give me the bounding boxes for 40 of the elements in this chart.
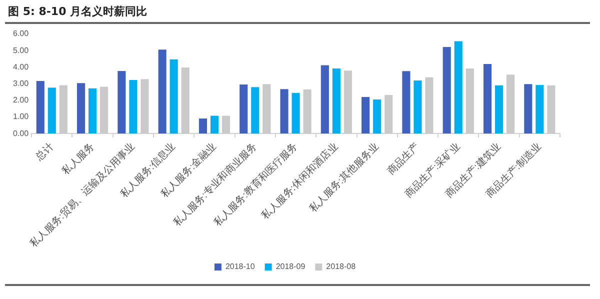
bar — [483, 64, 492, 134]
y-tick-label: 2.00 — [12, 96, 30, 105]
bar — [536, 84, 544, 134]
bar — [494, 85, 504, 134]
bar — [240, 84, 248, 134]
bar — [414, 80, 422, 134]
legend-label: 2018-10 — [225, 262, 256, 272]
y-tick-label: 1.00 — [12, 112, 30, 122]
bar — [251, 87, 260, 134]
x-tick-label: 私人服务 — [60, 140, 97, 178]
bar — [36, 80, 44, 134]
y-tick-label: 3.00 — [12, 78, 30, 88]
legend-label: 2018-09 — [276, 262, 306, 272]
bar — [129, 80, 138, 134]
y-tick-label: 0.00 — [12, 128, 30, 138]
legend-label: 2018-08 — [326, 262, 356, 272]
bar — [442, 46, 451, 134]
bar — [524, 84, 532, 134]
bar — [332, 68, 340, 134]
bar — [362, 97, 370, 134]
bar — [170, 59, 178, 134]
x-tick-label: 商品生产 — [385, 140, 422, 178]
bar — [280, 89, 288, 134]
bar — [210, 116, 219, 134]
y-tick-label: 6.00 — [12, 29, 30, 38]
y-tick-label: 4.00 — [12, 62, 30, 72]
bar — [198, 118, 207, 134]
y-tick-label: 5.00 — [12, 46, 30, 55]
bar — [292, 92, 300, 134]
bar — [320, 65, 329, 134]
bar — [88, 88, 97, 134]
bar — [158, 50, 166, 134]
chart-title: 图 5: 8-10 月名义时薪同比 — [8, 4, 148, 19]
bar — [48, 88, 56, 134]
bar — [118, 71, 126, 134]
x-tick-label: 总计 — [32, 140, 56, 164]
bar — [454, 41, 462, 134]
bar — [402, 71, 410, 134]
bar — [76, 83, 86, 134]
bar — [373, 100, 382, 134]
